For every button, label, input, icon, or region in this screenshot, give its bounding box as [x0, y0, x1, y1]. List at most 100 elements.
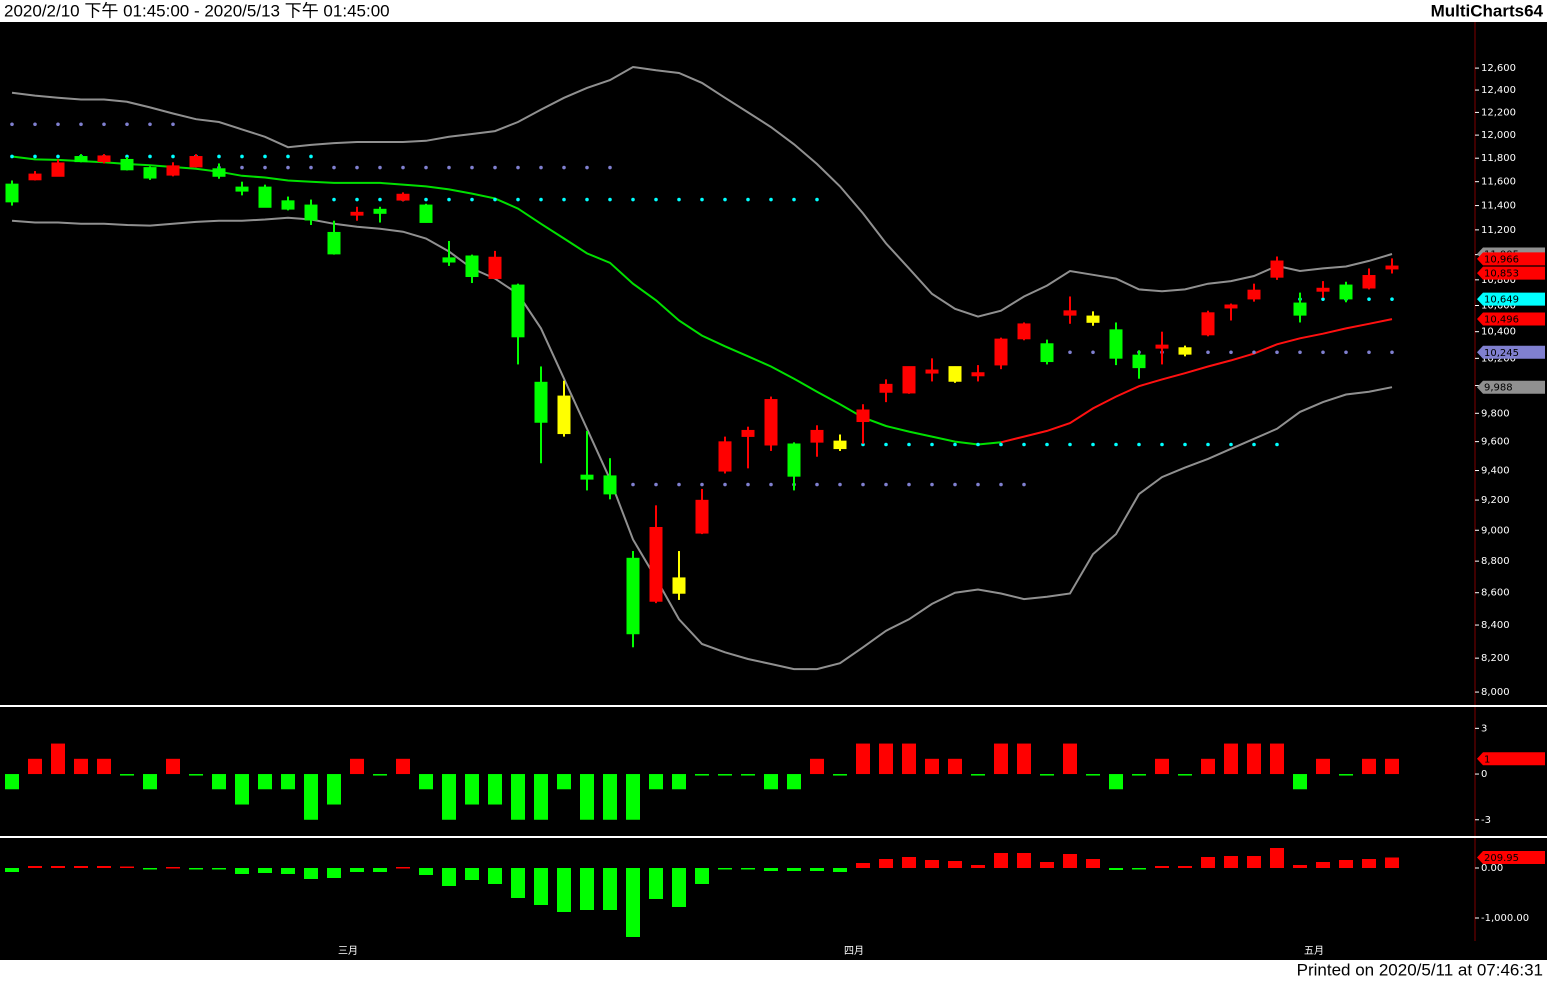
histogram-bar — [235, 868, 249, 874]
level-dot — [999, 442, 1003, 447]
y-tick-label: 8,400 — [1481, 620, 1510, 631]
histogram-bar — [1385, 758, 1399, 775]
candle-body — [1293, 302, 1307, 316]
level-dot — [447, 165, 451, 170]
histogram-bar — [1155, 758, 1169, 775]
candle-body — [649, 526, 663, 602]
histogram-bar — [672, 868, 686, 907]
y-tick-label: 9,200 — [1481, 495, 1510, 506]
level-dot — [516, 197, 520, 202]
candle-body — [419, 204, 433, 223]
level-dot — [516, 165, 520, 170]
level-dot — [723, 482, 727, 487]
histogram-bar — [189, 774, 203, 776]
histogram-bar — [488, 774, 502, 805]
candle-body — [672, 577, 686, 594]
y-tick-label: 3 — [1481, 723, 1487, 734]
candle-body — [1224, 304, 1238, 309]
histogram-bar — [350, 758, 364, 775]
level-dot — [1183, 442, 1187, 447]
histogram-bar — [994, 743, 1008, 775]
histogram-bar — [603, 774, 617, 820]
candle-body — [1362, 275, 1376, 289]
y-tick-label: 9,600 — [1481, 437, 1510, 448]
histogram-bar — [741, 868, 755, 870]
level-dot — [539, 165, 543, 170]
histogram-bar — [1270, 848, 1284, 868]
histogram-bar — [810, 758, 824, 775]
level-dot — [263, 165, 267, 170]
level-dot — [286, 165, 290, 170]
y-tick-label: 10,600 — [1481, 301, 1516, 312]
histogram-bar — [603, 868, 617, 910]
histogram-bar — [419, 868, 433, 875]
histogram-bar — [166, 758, 180, 775]
candle-body — [879, 383, 893, 393]
histogram-bar — [902, 857, 916, 868]
price-marker-label: 10,496 — [1484, 315, 1519, 326]
histogram-bar — [304, 774, 318, 820]
level-dot — [1275, 442, 1279, 447]
candle-body — [120, 158, 134, 171]
candle-body — [1339, 284, 1353, 300]
indicator-line — [1000, 318, 1393, 444]
histogram-bar — [833, 774, 847, 776]
histogram-bar — [695, 868, 709, 884]
price-marker — [1477, 312, 1545, 326]
candle-body — [856, 409, 870, 423]
level-dot — [631, 482, 635, 487]
candle-body — [304, 204, 318, 221]
histogram-bar — [1247, 856, 1261, 868]
y-tick-label: 12,400 — [1481, 85, 1516, 96]
y-tick-label: 8,600 — [1481, 588, 1510, 599]
histogram-bar — [442, 774, 456, 820]
y-tick-label: 11,400 — [1481, 201, 1516, 212]
level-dot — [838, 482, 842, 487]
level-dot — [769, 482, 773, 487]
histogram-bar — [1086, 859, 1100, 868]
level-dot — [1229, 442, 1233, 447]
level-dot — [33, 154, 37, 159]
candle-body — [1086, 315, 1100, 323]
histogram-bar — [580, 868, 594, 910]
candle-body — [28, 173, 42, 181]
indicator-line — [11, 65, 1393, 318]
level-dot — [953, 442, 957, 447]
level-dot — [1137, 442, 1141, 447]
price-marker — [1477, 752, 1545, 766]
histogram-bar — [258, 868, 272, 873]
level-dot — [424, 165, 428, 170]
header-bar — [0, 0, 1547, 22]
level-dot — [1206, 350, 1210, 355]
histogram-bar — [810, 868, 824, 871]
price-marker-label: 10,245 — [1484, 348, 1519, 359]
candle-body — [373, 208, 387, 214]
y-tick-label: 10,800 — [1481, 275, 1516, 286]
histogram-bar — [1201, 758, 1215, 775]
histogram-bar — [465, 868, 479, 880]
candle-body — [1201, 312, 1215, 336]
candle-body — [465, 255, 479, 278]
level-dot — [861, 482, 865, 487]
candle-body — [1247, 289, 1261, 300]
histogram-bar — [764, 868, 778, 871]
histogram-bar — [718, 868, 732, 870]
histogram-bar — [1293, 865, 1307, 868]
level-dot — [309, 165, 313, 170]
histogram-bar — [902, 743, 916, 775]
y-tick-label: 10,400 — [1481, 327, 1516, 338]
level-dot — [240, 154, 244, 159]
level-dot — [815, 197, 819, 202]
level-dot — [171, 154, 175, 159]
histogram-bar — [1316, 758, 1330, 775]
histogram-bar — [1063, 743, 1077, 775]
level-dot — [1321, 297, 1325, 301]
histogram-bar — [327, 774, 341, 805]
y-tick-label: 0 — [1481, 769, 1487, 780]
candle-body — [350, 211, 364, 216]
level-dot — [56, 154, 60, 159]
price-marker — [1477, 345, 1545, 359]
x-tick-label: 五月 — [1304, 945, 1324, 957]
x-tick-label: 四月 — [844, 945, 864, 957]
histogram-bar — [994, 853, 1008, 868]
